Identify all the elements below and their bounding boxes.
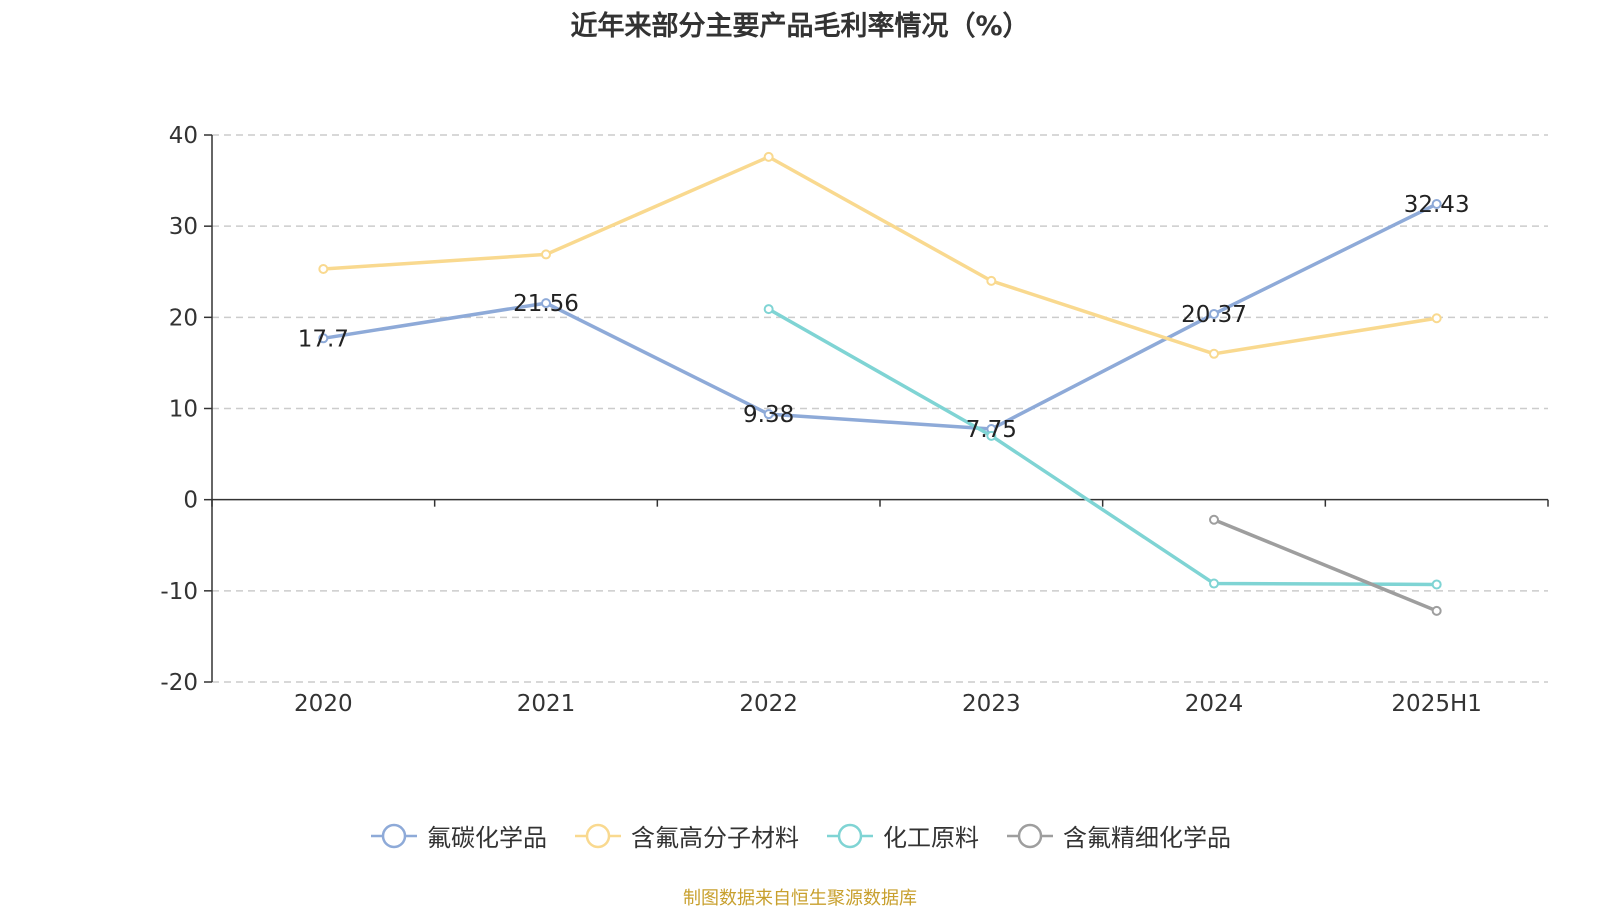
series-line bbox=[767, 307, 1437, 587]
y-tick-label: 20 bbox=[169, 305, 198, 331]
series-point bbox=[318, 264, 329, 275]
data-labels: 17.7 21.56 9.38 7.75 20.37 32.43 bbox=[298, 192, 1470, 443]
legend-item[interactable]: 氟碳化学品 bbox=[369, 818, 547, 853]
series-point bbox=[541, 249, 551, 260]
series-point bbox=[763, 304, 774, 315]
series-point bbox=[1209, 348, 1219, 359]
data-label: 20.37 bbox=[1181, 302, 1247, 328]
legend-label: 化工原料 bbox=[883, 824, 979, 852]
data-label: 32.43 bbox=[1404, 192, 1470, 218]
y-tick-label: 0 bbox=[183, 488, 198, 514]
data-label: 9.38 bbox=[743, 402, 794, 428]
series-point bbox=[763, 409, 774, 420]
legend-item[interactable]: 含氟精细化学品 bbox=[1005, 818, 1231, 853]
y-tick-label: -20 bbox=[160, 670, 198, 696]
legend: 氟碳化学品 含氟高分子材料 化工原料 含氟精细化学品 bbox=[0, 818, 1600, 853]
grid-lines bbox=[212, 134, 1548, 683]
legend-marker-icon bbox=[371, 823, 417, 848]
chart-title: 近年来部分主要产品毛利率情况（%） bbox=[570, 11, 1030, 42]
legend-item[interactable]: 化工原料 bbox=[825, 818, 979, 853]
data-label: 21.56 bbox=[513, 291, 579, 317]
series-point bbox=[541, 298, 551, 309]
series-point bbox=[763, 151, 774, 162]
series-point bbox=[1431, 605, 1442, 616]
axes: 40 30 20 10 0 -10 -20 2020 2021 2022 2023 2024 2025H… bbox=[160, 123, 1549, 717]
data-label: 17.7 bbox=[298, 326, 349, 352]
series-line bbox=[323, 202, 1438, 431]
legend-marker-icon bbox=[1007, 823, 1053, 848]
x-tick-label: 2020 bbox=[294, 691, 353, 717]
x-tick-label: 2023 bbox=[962, 691, 1021, 717]
legend-label: 氟碳化学品 bbox=[427, 824, 547, 852]
series-point bbox=[1209, 514, 1219, 525]
y-tick-label: -10 bbox=[160, 579, 198, 605]
series-point bbox=[986, 430, 997, 441]
series-point bbox=[1209, 578, 1219, 589]
series-line bbox=[1213, 518, 1438, 613]
legend-label: 含氟精细化学品 bbox=[1063, 824, 1231, 852]
data-label: 7.75 bbox=[966, 417, 1017, 443]
series-point bbox=[1431, 199, 1442, 210]
series-point bbox=[318, 333, 329, 344]
y-tick-label: 10 bbox=[169, 397, 198, 423]
series-point bbox=[1431, 579, 1442, 590]
legend-label: 含氟高分子材料 bbox=[631, 824, 799, 852]
series-point bbox=[1209, 308, 1219, 319]
x-tick-label: 2022 bbox=[739, 691, 798, 717]
source-note: 制图数据来自恒生聚源数据库 bbox=[683, 888, 917, 909]
series-point bbox=[1431, 313, 1442, 324]
x-tick-label: 2021 bbox=[517, 691, 576, 717]
legend-marker-icon bbox=[575, 823, 621, 848]
x-tick-label: 2024 bbox=[1185, 691, 1244, 717]
series-lines bbox=[318, 151, 1442, 616]
legend-item[interactable]: 含氟高分子材料 bbox=[573, 818, 799, 853]
x-tick-label: 2025H1 bbox=[1391, 691, 1481, 717]
series-line bbox=[323, 155, 1437, 356]
y-tick-label: 40 bbox=[169, 123, 198, 149]
series-point bbox=[986, 275, 997, 286]
y-tick-label: 30 bbox=[169, 214, 198, 240]
legend-marker-icon bbox=[827, 823, 873, 848]
